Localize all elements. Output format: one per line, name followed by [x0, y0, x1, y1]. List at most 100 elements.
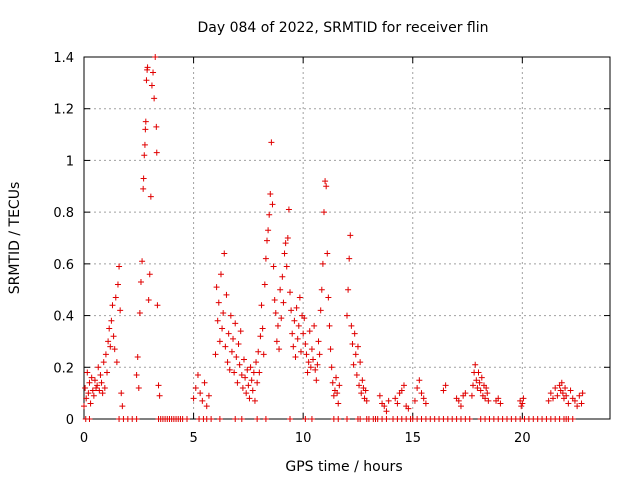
data-point	[89, 387, 96, 394]
data-point	[264, 237, 271, 244]
data-point	[199, 397, 206, 404]
data-point	[184, 416, 191, 422]
data-point	[272, 309, 279, 316]
data-point	[284, 235, 291, 241]
data-point	[271, 297, 278, 304]
data-point	[274, 322, 281, 329]
data-point	[243, 390, 250, 397]
data-point	[203, 403, 210, 410]
data-point	[118, 390, 125, 397]
data-point	[400, 382, 407, 389]
data-point	[474, 384, 481, 391]
data-point	[248, 377, 255, 384]
data-point	[231, 369, 238, 376]
data-point	[550, 395, 557, 402]
data-point	[147, 193, 154, 200]
data-point	[153, 123, 160, 130]
data-point	[90, 392, 97, 399]
data-point	[150, 69, 157, 76]
data-point	[262, 416, 269, 422]
data-point	[268, 139, 275, 146]
data-point	[292, 353, 299, 360]
data-point	[256, 369, 263, 376]
data-point	[105, 338, 112, 345]
data-point	[569, 416, 576, 422]
data-point	[462, 390, 469, 397]
data-point	[246, 395, 253, 402]
data-point	[237, 328, 244, 335]
data-point	[322, 178, 329, 185]
data-point	[349, 341, 356, 348]
data-point	[319, 260, 326, 267]
data-point	[483, 384, 490, 391]
data-point	[101, 384, 108, 391]
data-point	[140, 185, 147, 192]
data-point	[472, 361, 479, 368]
data-point	[353, 372, 360, 379]
data-point	[254, 416, 261, 422]
data-point	[154, 302, 161, 309]
data-point	[579, 390, 586, 397]
data-point	[253, 359, 260, 366]
data-point	[398, 387, 405, 394]
data-point	[108, 317, 115, 324]
data-point	[296, 294, 303, 301]
data-point	[234, 379, 241, 386]
data-point	[558, 379, 565, 386]
data-point	[155, 382, 162, 389]
data-point	[217, 271, 224, 278]
data-point	[302, 416, 309, 422]
y-tick-label: 1.4	[53, 51, 74, 66]
data-point	[223, 291, 230, 298]
data-point	[238, 372, 245, 379]
data-point	[235, 341, 242, 348]
data-point	[82, 384, 89, 391]
data-point	[306, 328, 313, 335]
data-point	[152, 54, 159, 60]
data-point	[567, 387, 574, 394]
data-point	[269, 201, 276, 208]
data-point	[545, 397, 552, 404]
data-point	[93, 384, 100, 391]
data-point	[324, 250, 331, 257]
data-points	[81, 54, 586, 422]
data-point	[224, 359, 231, 366]
data-point	[239, 384, 246, 391]
data-point	[484, 390, 491, 397]
data-point	[111, 346, 118, 353]
data-point	[578, 400, 585, 407]
y-tick-label: 0.2	[53, 361, 74, 376]
data-point	[312, 366, 319, 373]
data-point	[559, 390, 566, 397]
data-point	[335, 400, 342, 407]
data-point	[194, 372, 201, 379]
data-point	[418, 390, 425, 397]
data-point	[88, 374, 95, 381]
data-point	[117, 307, 124, 314]
data-point	[302, 341, 309, 348]
data-point	[136, 309, 143, 316]
grid	[84, 57, 610, 419]
data-point	[323, 183, 330, 190]
data-point	[482, 395, 489, 402]
data-point	[134, 353, 141, 360]
data-point	[232, 416, 239, 422]
data-point	[576, 392, 583, 399]
data-point	[213, 284, 220, 291]
data-point	[289, 330, 296, 337]
data-point	[156, 392, 163, 399]
data-point	[135, 384, 142, 391]
data-point	[283, 263, 290, 270]
data-point	[354, 343, 361, 350]
data-point	[313, 377, 320, 384]
data-point	[291, 317, 298, 324]
data-point	[221, 250, 228, 257]
data-point	[308, 416, 315, 422]
data-point	[270, 263, 277, 270]
data-point	[94, 382, 101, 389]
data-point	[317, 307, 324, 314]
data-point	[201, 379, 208, 386]
data-point	[318, 286, 325, 293]
data-point	[300, 330, 307, 337]
data-point	[405, 405, 412, 412]
